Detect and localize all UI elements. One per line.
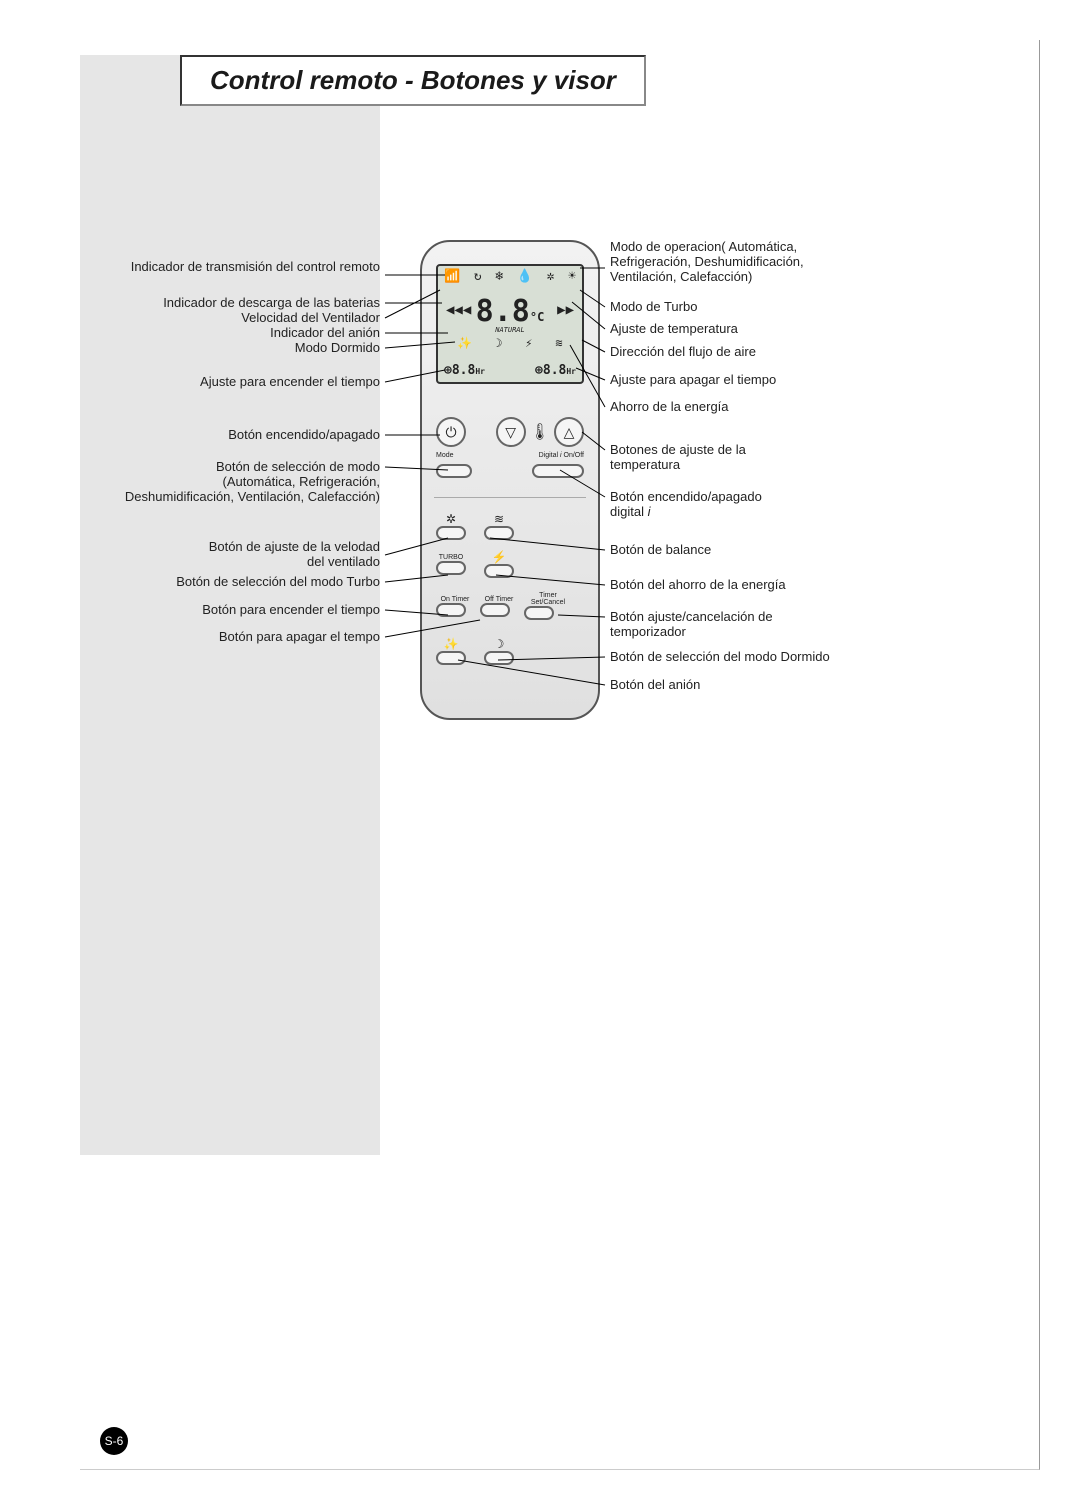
page-number-text: S-6 — [105, 1434, 124, 1448]
mode-button[interactable] — [436, 464, 472, 478]
droplet-icon: 💧 — [517, 269, 533, 289]
label-sleep-mode: Modo Dormido — [295, 341, 380, 355]
fan-swing-row: ✲ ≋ — [436, 512, 584, 540]
fan-speed-button[interactable] — [436, 526, 466, 540]
turbo-energy-row: TURBO ⚡ — [436, 550, 584, 578]
label-op-mode-c: Ventilación, Calefacción) — [610, 270, 752, 284]
timer-set-label: Timer Set/Cancel — [524, 592, 572, 606]
label-energy-btn: Botón del ahorro de la energía — [610, 578, 786, 592]
temp-up-button[interactable]: △ — [554, 417, 584, 447]
remote-control: 📶 ↻ ❄ 💧 ✲ ☀ ◀◀◀ 8.8°C ▶▶ NATURAL ✨ ☽ ⚡ ≋… — [420, 240, 600, 720]
title-box: Control remoto - Botones y visor — [180, 55, 646, 106]
swing-icons-row: ✨ ☽ ⚡ ≋ — [446, 336, 574, 350]
turbo-fan-icon: ▶▶ — [557, 302, 574, 318]
remote-lcd-screen: 📶 ↻ ❄ 💧 ✲ ☀ ◀◀◀ 8.8°C ▶▶ NATURAL ✨ ☽ ⚡ ≋… — [436, 264, 584, 384]
divider — [434, 497, 586, 498]
label-turbo-btn: Botón de selección del modo Turbo — [176, 575, 380, 589]
fan-icon: ✲ — [547, 269, 555, 289]
label-sleep-btn: Botón de selección del modo Dormido — [610, 650, 830, 664]
timer-set-cancel-button[interactable] — [524, 606, 554, 620]
temp-down-button[interactable]: ▽ — [496, 417, 526, 447]
sleep-icon-small: ☽ — [484, 637, 514, 651]
off-timer-button[interactable] — [480, 603, 510, 617]
anion-button[interactable] — [436, 651, 466, 665]
off-timer-label: Off Timer — [480, 596, 518, 603]
auto-icon: ↻ — [474, 269, 482, 289]
mode-digital-row — [436, 464, 584, 478]
anion-icon: ✨ — [457, 336, 472, 350]
anion-icon-small: ✨ — [436, 637, 466, 651]
temp-value: 8.8 — [476, 294, 530, 329]
mode-label: Mode — [436, 452, 454, 459]
natural-label: NATURAL — [438, 326, 582, 334]
label-fan-btn-b: del ventilado — [307, 555, 380, 569]
label-digital-i-b: digital i — [610, 505, 650, 519]
label-digital-i-a: Botón encendido/apagado — [610, 490, 762, 504]
power-button[interactable]: ⏻ — [436, 417, 466, 447]
label-balance: Botón de balance — [610, 543, 711, 557]
page-number: S-6 — [100, 1427, 128, 1455]
fan-icon-small: ✲ — [436, 512, 466, 526]
label-on-timer-btn: Botón para encender el tiempo — [202, 603, 380, 617]
turbo-label: TURBO — [436, 554, 466, 561]
label-turbo-mode: Modo de Turbo — [610, 300, 697, 314]
label-temp-btns-a: Botones de ajuste de la — [610, 443, 746, 457]
sleep-anion-row: ✨ ☽ — [436, 637, 584, 665]
label-temp-btns-b: temperatura — [610, 458, 680, 472]
energy-icon-small: ⚡ — [484, 550, 514, 564]
label-mode-btn-c: Deshumidificación, Ventilación, Calefacc… — [125, 490, 380, 504]
digital-i-label: Digital i On/Off — [539, 452, 584, 459]
label-timer-set-a: Botón ajuste/cancelación de — [610, 610, 773, 624]
on-timer-display: ⊕8.8Hr — [444, 363, 485, 378]
label-fan-speed: Velocidad del Ventilador — [241, 311, 380, 325]
on-timer-button[interactable] — [436, 603, 466, 617]
on-timer-label: On Timer — [436, 596, 474, 603]
swing-icon: ≋ — [555, 336, 562, 350]
timer-row: ⊕8.8Hr ⊕8.8Hr — [444, 363, 576, 378]
label-off-timer: Ajuste para apagar el tiempo — [610, 373, 776, 387]
swing-icon-small: ≋ — [484, 512, 514, 526]
label-airflow: Dirección del flujo de aire — [610, 345, 756, 359]
sleep-mode-button[interactable] — [484, 651, 514, 665]
off-timer-display: ⊕8.8Hr — [535, 363, 576, 378]
mode-icons-row: 📶 ↻ ❄ 💧 ✲ ☀ — [444, 269, 576, 289]
label-on-timer: Ajuste para encender el tiempo — [200, 375, 380, 389]
label-op-mode-a: Modo de operacion( Automática, — [610, 240, 797, 254]
label-battery: Indicador de descarga de las baterias — [163, 296, 380, 310]
energy-save-button[interactable] — [484, 564, 514, 578]
label-energy-save: Ahorro de la energía — [610, 400, 729, 414]
label-mode-btn-a: Botón de selección de modo — [216, 460, 380, 474]
label-power-btn: Botón encendido/apagado — [228, 428, 380, 442]
page-title: Control remoto - Botones y visor — [210, 65, 616, 95]
swing-button[interactable] — [484, 526, 514, 540]
mode-row-labels: Mode Digital i On/Off — [436, 452, 584, 459]
label-timer-set-b: temporizador — [610, 625, 686, 639]
energy-icon: ⚡ — [525, 336, 532, 350]
thermometer-icon: 🌡 — [530, 422, 550, 442]
main-button-row: ⏻ ▽ 🌡 △ — [436, 417, 584, 447]
label-fan-btn-a: Botón de ajuste de la velodad — [209, 540, 380, 554]
timer-buttons-row: On Timer Off Timer Timer Set/Cancel — [436, 592, 584, 620]
label-op-mode-b: Refrigeración, Deshumidificación, — [610, 255, 804, 269]
signal-icon: 📶 — [444, 269, 460, 289]
label-anion-ind: Indicador del anión — [270, 326, 380, 340]
label-anion-btn: Botón del anión — [610, 678, 700, 692]
sun-icon: ☀ — [568, 269, 576, 289]
snowflake-icon: ❄ — [495, 269, 503, 289]
label-mode-btn-b: (Automática, Refrigeración, — [222, 475, 380, 489]
digital-i-button[interactable] — [532, 464, 584, 478]
label-temp-adj: Ajuste de temperatura — [610, 322, 738, 336]
turbo-button[interactable] — [436, 561, 466, 575]
label-transmission: Indicador de transmisión del control rem… — [131, 260, 380, 274]
temp-unit: °C — [530, 310, 544, 324]
sleep-icon: ☽ — [495, 336, 502, 350]
label-off-timer-btn: Botón para apagar el tempo — [219, 630, 380, 644]
